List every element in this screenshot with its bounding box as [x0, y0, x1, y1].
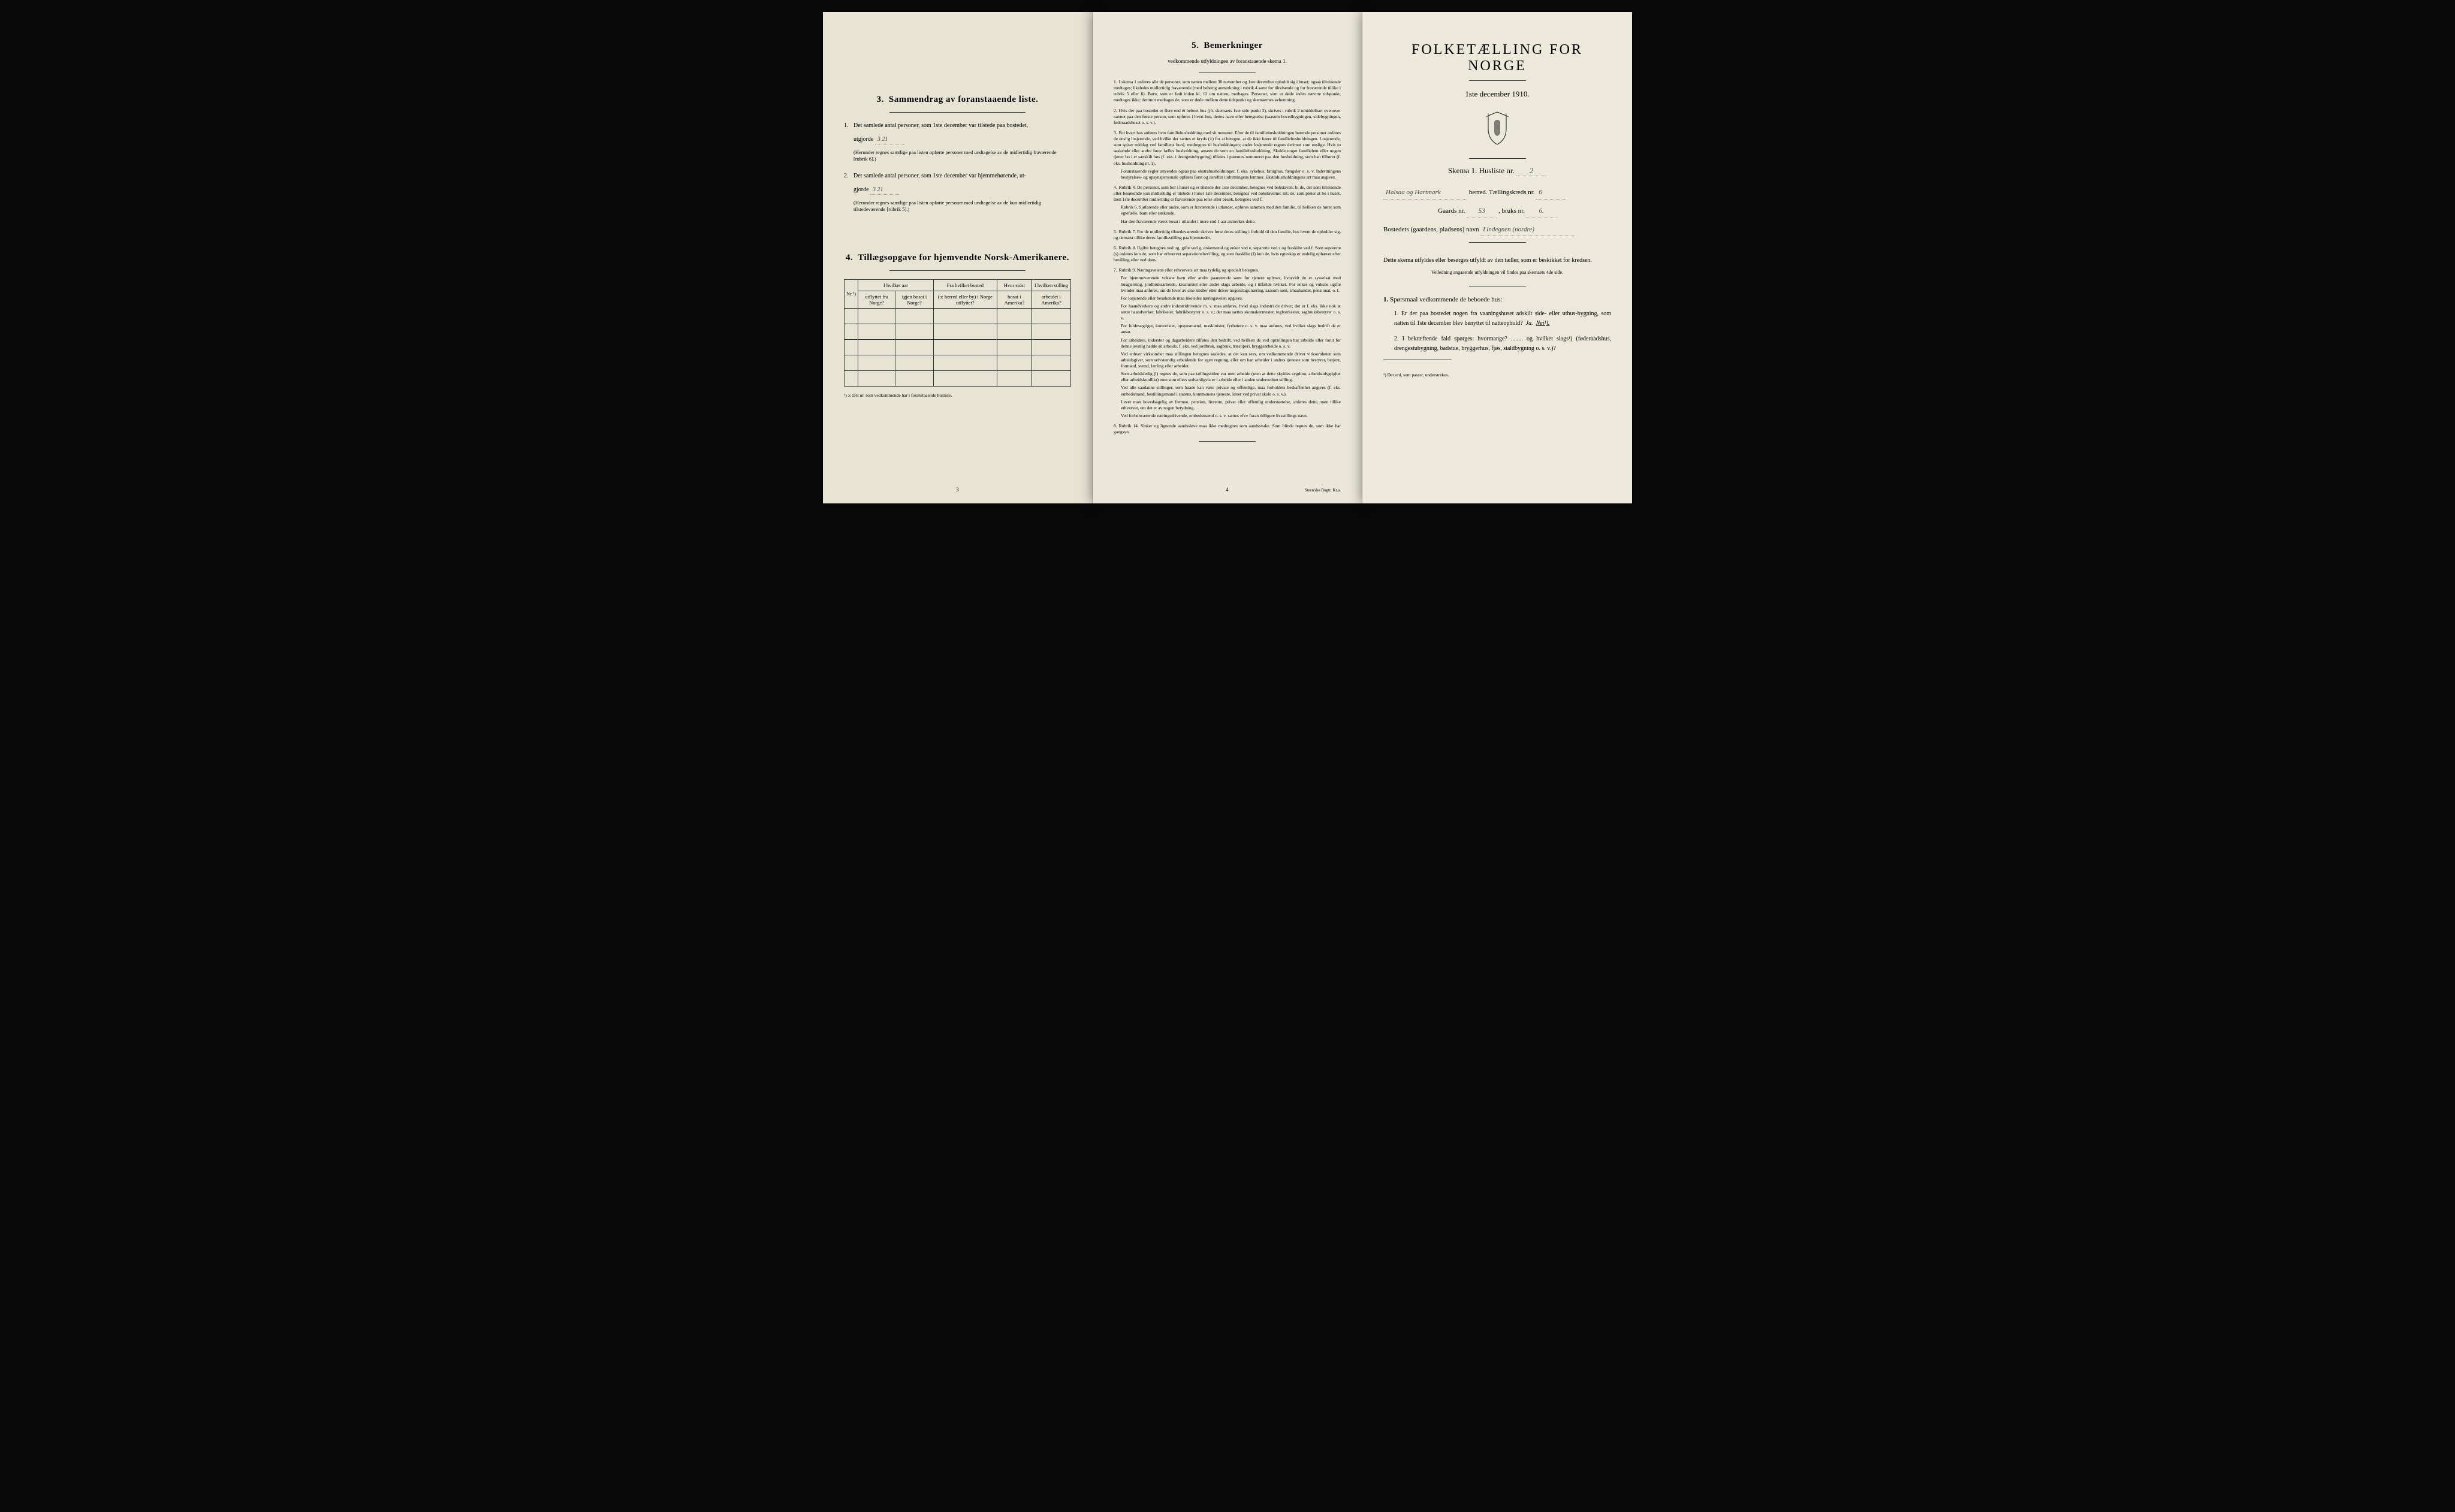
page-number: 3 [956, 487, 959, 493]
census-date: 1ste december 1910. [1383, 89, 1611, 99]
question-2: 2. I bekræftende fald spørges: hvormange… [1394, 334, 1611, 354]
census-title: FOLKETÆLLING FOR NORGE [1383, 42, 1611, 74]
col-stilling: arbeidet i Amerika? [1032, 291, 1070, 308]
page-3-left: 3.Sammendrag av foranstaaende liste. 1. … [823, 12, 1093, 503]
col-stilling-head: I hvilken stilling [1032, 279, 1070, 291]
nei-underlined: Nei¹). [1536, 320, 1550, 327]
bosted-value: Lindegnen (nordre) [1480, 224, 1576, 237]
note-2: 2.Hvis der paa bostedet er flere end ét … [1114, 108, 1341, 126]
page3-footnote: ¹) Det ord, som passer, understrekes. [1383, 372, 1611, 378]
bemerkninger-list: 1.I skema 1 anføres alle de personer, so… [1114, 79, 1341, 435]
kreds-value: 6 [1536, 187, 1566, 200]
note-1: 1.I skema 1 anføres alle de personer, so… [1114, 79, 1341, 104]
amerikanere-table: Nr.¹) I hvilket aar Fra hvilket bosted H… [844, 279, 1071, 387]
divider [1469, 242, 1526, 243]
note-5: 5.Rubrik 7. For de midlertidig tilstedev… [1114, 229, 1341, 241]
page-4-middle: 5.Bemerkninger vedkommende utfyldningen … [1093, 12, 1362, 503]
hjemmehorende-value: 3 21 [870, 185, 900, 195]
table-row [845, 355, 1071, 370]
tilstede-value: 3 21 [875, 135, 905, 144]
col-amerika: bosat i Amerika? [997, 291, 1032, 308]
page-front-right: FOLKETÆLLING FOR NORGE 1ste december 191… [1362, 12, 1632, 503]
gaards-line: Gaards nr. 53 , bruks nr. 6. [1383, 206, 1611, 218]
gaards-value: 53 [1467, 206, 1497, 218]
col-nr: Nr.¹) [845, 279, 858, 308]
summary-item-1-fill: utgjorde 3 21 [844, 135, 1071, 144]
instruction-small: Veiledning angaaende utfyldningen vil fi… [1383, 270, 1611, 275]
col-utflyttet: utflyttet fra Norge? [858, 291, 895, 308]
herred-line: Halsaa og Hartmark herred. Tællingskreds… [1383, 187, 1611, 200]
summary-item-1: 1. Det samlede antal personer, som 1ste … [844, 121, 1071, 130]
table-row [845, 370, 1071, 386]
note-4: 4.Rubrik 4. De personer, som bor i huset… [1114, 185, 1341, 225]
section-5-subtitle: vedkommende utfyldningen av foranstaaend… [1114, 58, 1341, 64]
col-sidst-head: Hvor sidst [997, 279, 1032, 291]
summary-item-2: 2. Det samlede antal personer, som 1ste … [844, 171, 1071, 180]
instruction-text: Dette skema utfyldes eller besørges utfy… [1383, 256, 1611, 265]
col-aar-head: I hvilket aar [858, 279, 934, 291]
summary-item-1-note: (Herunder regnes samtlige paa listen opf… [844, 149, 1071, 163]
coat-of-arms-icon [1383, 111, 1611, 150]
section-3-heading: 3.Sammendrag av foranstaaende liste. [844, 95, 1071, 105]
question-1: 1. Er der paa bostedet nogen fra vaaning… [1394, 309, 1611, 328]
table-row [845, 308, 1071, 324]
printer-mark: Steen'ske Bogtr. Kr.a. [1304, 488, 1341, 493]
summary-item-2-fill: gjorde 3 21 [844, 185, 1071, 195]
document-spread: 3.Sammendrag av foranstaaende liste. 1. … [823, 12, 1632, 503]
col-bosted: (ɔ: herred eller by) i Norge utflyttet? [933, 291, 997, 308]
note-6: 6.Rubrik 8. Ugifte betegnes ved ug, gift… [1114, 245, 1341, 263]
divider [889, 112, 1026, 113]
section-4-heading: 4.Tillægsopgave for hjemvendte Norsk-Ame… [844, 253, 1071, 263]
divider [1199, 441, 1256, 442]
divider [889, 270, 1026, 271]
summary-item-2-note: (Herunder regnes samtlige paa listen opf… [844, 200, 1071, 213]
divider [1469, 80, 1526, 81]
husliste-nr: 2 [1516, 166, 1546, 176]
section-5-heading: 5.Bemerkninger [1114, 41, 1341, 51]
question-section-heading: 1. Spørsmaal vedkommende de beboede hus: [1383, 296, 1611, 303]
note-7: 7.Rubrik 9. Næringsveiens eller erhverve… [1114, 267, 1341, 419]
herred-value: Halsaa og Hartmark [1383, 187, 1467, 200]
note-8: 8.Rubrik 14. Sinker og lignende aandsslø… [1114, 423, 1341, 435]
table-footnote: ¹) ɔ: Det nr. som vedkommende har i fora… [844, 393, 1071, 398]
note-3: 3.For hvert hus anføres hver familiehush… [1114, 130, 1341, 180]
table-row [845, 324, 1071, 339]
divider [1469, 158, 1526, 159]
col-igjen: igjen bosat i Norge? [895, 291, 934, 308]
page-number: 4 [1226, 487, 1229, 493]
table-row [845, 339, 1071, 355]
skema-line: Skema 1. Husliste nr. 2 [1383, 166, 1611, 176]
col-bosted-head: Fra hvilket bosted [933, 279, 997, 291]
bosted-line: Bostedets (gaardens, pladsens) navn Lind… [1383, 224, 1611, 237]
bruks-value: 6. [1527, 206, 1557, 218]
